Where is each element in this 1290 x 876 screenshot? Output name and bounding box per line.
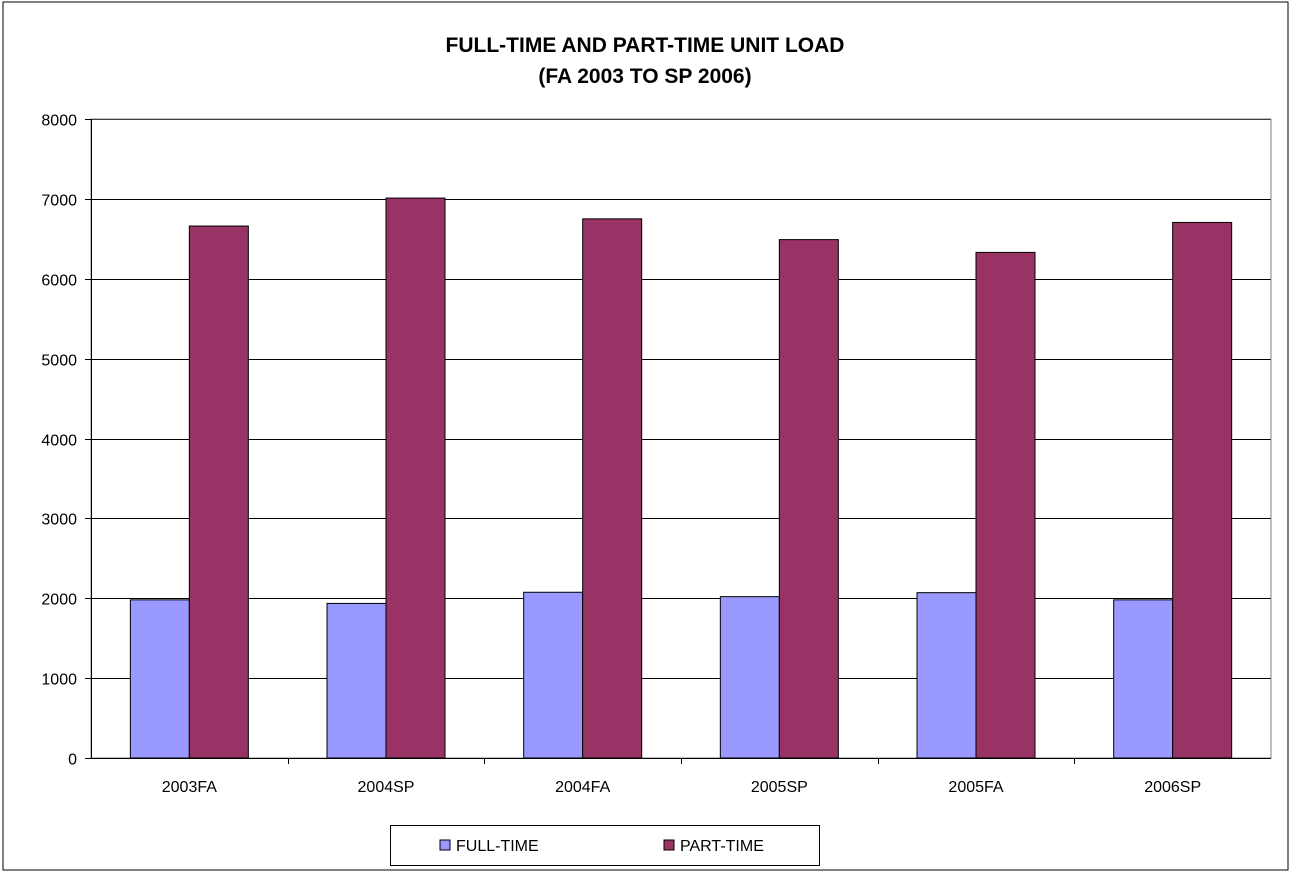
bar-part-time-2005fa xyxy=(975,251,1036,759)
axes: 0 1000 2000 3000 4000 5000 6000 7000 8000 2003FA 2… xyxy=(41,113,1271,796)
y-tick-label: 0 xyxy=(68,752,77,769)
legend-swatch-part-time xyxy=(663,839,675,851)
bar-full-time-2005sp xyxy=(719,596,780,759)
legend-label-full-time: FULL-TIME xyxy=(456,838,539,855)
y-tick-label: 2000 xyxy=(41,592,77,609)
bar-part-time-2005sp xyxy=(778,239,839,759)
x-tick-label: 2003FA xyxy=(162,779,217,796)
bar-full-time-2003fa xyxy=(129,599,190,759)
x-tick-label: 2004FA xyxy=(555,779,610,796)
y-tick-label: 1000 xyxy=(41,672,77,689)
legend: FULL-TIME PART-TIME xyxy=(390,825,820,866)
bar-full-time-2006sp xyxy=(1113,599,1174,759)
bar-part-time-2004fa xyxy=(582,218,643,759)
y-tick-label: 3000 xyxy=(41,512,77,529)
x-tick-label: 2006SP xyxy=(1144,779,1201,796)
y-tick-label: 5000 xyxy=(41,353,77,370)
bar-full-time-2005fa xyxy=(916,592,977,759)
y-tick-label: 7000 xyxy=(41,193,77,210)
x-tick-label: 2005FA xyxy=(948,779,1003,796)
y-tick-label: 6000 xyxy=(41,273,77,290)
legend-swatch-full-time xyxy=(439,839,451,851)
x-tick-label: 2005SP xyxy=(751,779,808,796)
x-tick-label: 2004SP xyxy=(358,779,415,796)
y-tick-label: 8000 xyxy=(41,113,77,130)
bar-part-time-2004sp xyxy=(385,197,446,759)
bars xyxy=(129,197,1233,759)
chart-title-line2: (FA 2003 TO SP 2006) xyxy=(538,65,751,88)
chart-title-line1: FULL-TIME AND PART-TIME UNIT LOAD xyxy=(446,34,845,57)
legend-box xyxy=(390,825,820,866)
bar-part-time-2003fa xyxy=(188,225,249,759)
legend-label-part-time: PART-TIME xyxy=(680,838,764,855)
bar-part-time-2006sp xyxy=(1172,221,1233,759)
bar-full-time-2004sp xyxy=(326,602,387,759)
grid-lines xyxy=(91,119,1271,679)
y-tick-label: 4000 xyxy=(41,433,77,450)
bar-full-time-2004fa xyxy=(523,591,584,759)
